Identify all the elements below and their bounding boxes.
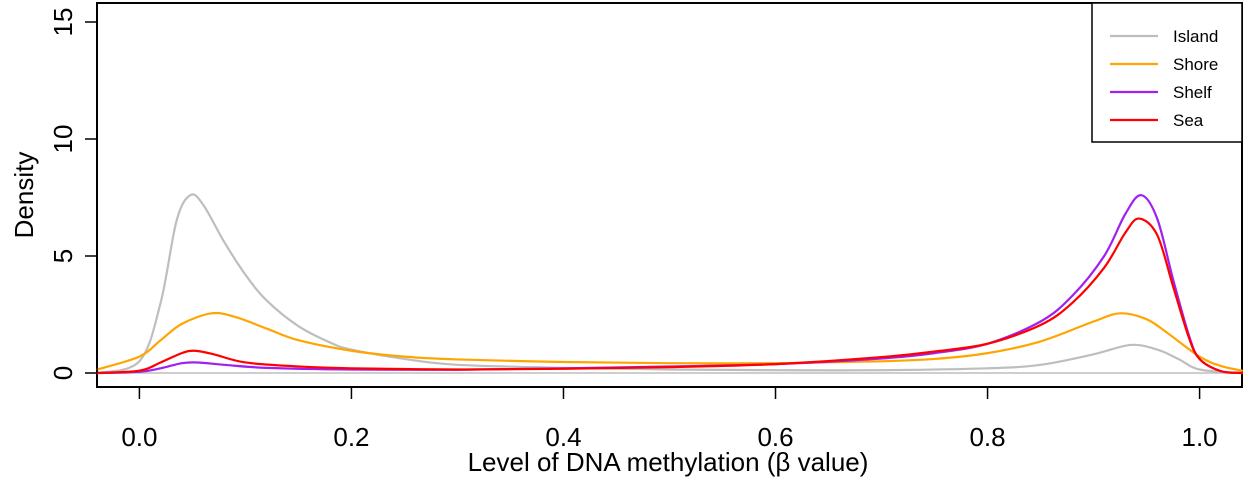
legend-box bbox=[1091, 2, 1243, 143]
series-line-shore bbox=[95, 311, 1244, 372]
legend-label-shore: Shore bbox=[1173, 55, 1218, 74]
series-line-island bbox=[95, 193, 1244, 375]
y-axis-title: Density bbox=[9, 152, 39, 239]
y-tick-label: 15 bbox=[48, 8, 78, 37]
y-tick-label: 5 bbox=[48, 249, 78, 263]
legend: Island Shore Shelf Sea bbox=[1091, 2, 1243, 143]
x-tick-label: 0.4 bbox=[545, 422, 581, 452]
x-tick-label: 0.0 bbox=[121, 422, 157, 452]
series-line-shelf bbox=[95, 194, 1244, 375]
y-axis: 0 5 10 15 bbox=[48, 8, 98, 380]
x-tick-label: 0.2 bbox=[333, 422, 369, 452]
y-tick-label: 0 bbox=[48, 366, 78, 380]
x-tick-label: 0.8 bbox=[969, 422, 1005, 452]
legend-label-sea: Sea bbox=[1173, 111, 1204, 130]
legend-label-island: Island bbox=[1173, 27, 1218, 46]
legend-label-shelf: Shelf bbox=[1173, 83, 1212, 102]
series-layer bbox=[95, 193, 1244, 375]
x-axis: 0.0 0.2 0.4 0.6 0.8 1.0 bbox=[121, 386, 1218, 452]
y-tick-label: 10 bbox=[48, 125, 78, 154]
x-tick-label: 1.0 bbox=[1182, 422, 1218, 452]
series-line-sea bbox=[95, 217, 1244, 375]
x-tick-label: 0.6 bbox=[757, 422, 793, 452]
x-axis-title: Level of DNA methylation (β value) bbox=[468, 447, 869, 477]
